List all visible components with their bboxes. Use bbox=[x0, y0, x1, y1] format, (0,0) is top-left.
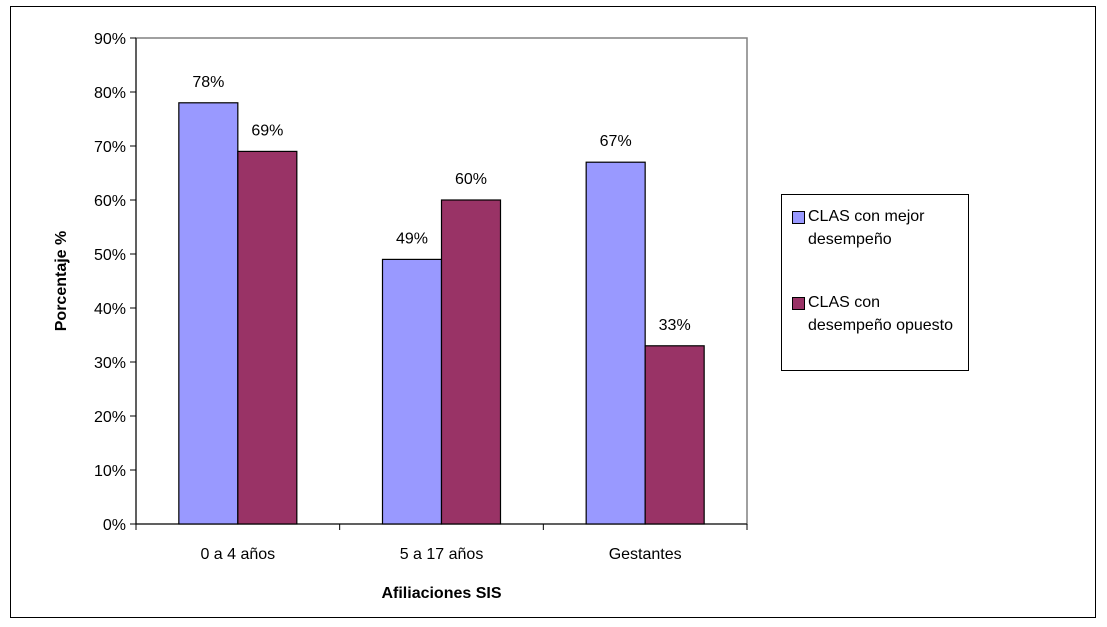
x-tick-label: 5 a 17 años bbox=[400, 546, 484, 563]
legend-label-series-2: CLAS con desempeño opuesto bbox=[808, 294, 953, 334]
y-tick-label: 50% bbox=[94, 247, 126, 264]
bar-series-1 bbox=[178, 102, 239, 525]
y-tick-label: 90% bbox=[94, 31, 126, 48]
data-labels: 78% 49% 67% 69% 60% 33% bbox=[192, 74, 690, 334]
x-axis: 0 a 4 años 5 a 17 años Gestantes bbox=[135, 523, 748, 563]
legend-item-series-1: CLAS con mejor desempeño bbox=[792, 207, 958, 251]
x-tick-label: Gestantes bbox=[609, 546, 682, 563]
y-tick-label: 20% bbox=[94, 409, 126, 426]
legend-item-series-2: CLAS con desempeño opuesto bbox=[792, 293, 958, 337]
y-axis-title: Porcentaje % bbox=[53, 231, 70, 331]
bar-series-2 bbox=[237, 150, 298, 525]
bar-series-1 bbox=[381, 258, 443, 525]
legend-swatch-series-2 bbox=[792, 297, 805, 310]
legend-label-series-1: CLAS con mejor desempeño bbox=[808, 208, 925, 248]
y-tick-label: 70% bbox=[94, 139, 126, 156]
y-tick-label: 60% bbox=[94, 193, 126, 210]
y-tick-label: 0% bbox=[103, 517, 126, 534]
data-label-series-2: 33% bbox=[659, 317, 691, 334]
legend: CLAS con mejor desempeño CLAS con desemp… bbox=[781, 194, 969, 371]
bar-series-2 bbox=[440, 199, 502, 525]
y-axis: 0% 10% 20% 30% 40% 50% 60% 70% 80% 90% bbox=[94, 31, 137, 534]
bar-series-1 bbox=[585, 161, 646, 525]
bar-series-2 bbox=[644, 345, 705, 525]
x-axis-title: Afiliaciones SIS bbox=[381, 585, 501, 602]
y-tick-label: 80% bbox=[94, 85, 126, 102]
x-tick-label: 0 a 4 años bbox=[200, 546, 275, 563]
data-label-series-1: 49% bbox=[396, 230, 428, 247]
legend-swatch-series-1 bbox=[792, 211, 805, 224]
y-tick-label: 10% bbox=[94, 463, 126, 480]
y-tick-label: 30% bbox=[94, 355, 126, 372]
data-label-series-2: 60% bbox=[455, 171, 487, 188]
bars bbox=[178, 102, 705, 525]
data-label-series-1: 67% bbox=[600, 133, 632, 150]
data-label-series-2: 69% bbox=[251, 122, 283, 139]
data-label-series-1: 78% bbox=[192, 74, 224, 91]
y-tick-label: 40% bbox=[94, 301, 126, 318]
